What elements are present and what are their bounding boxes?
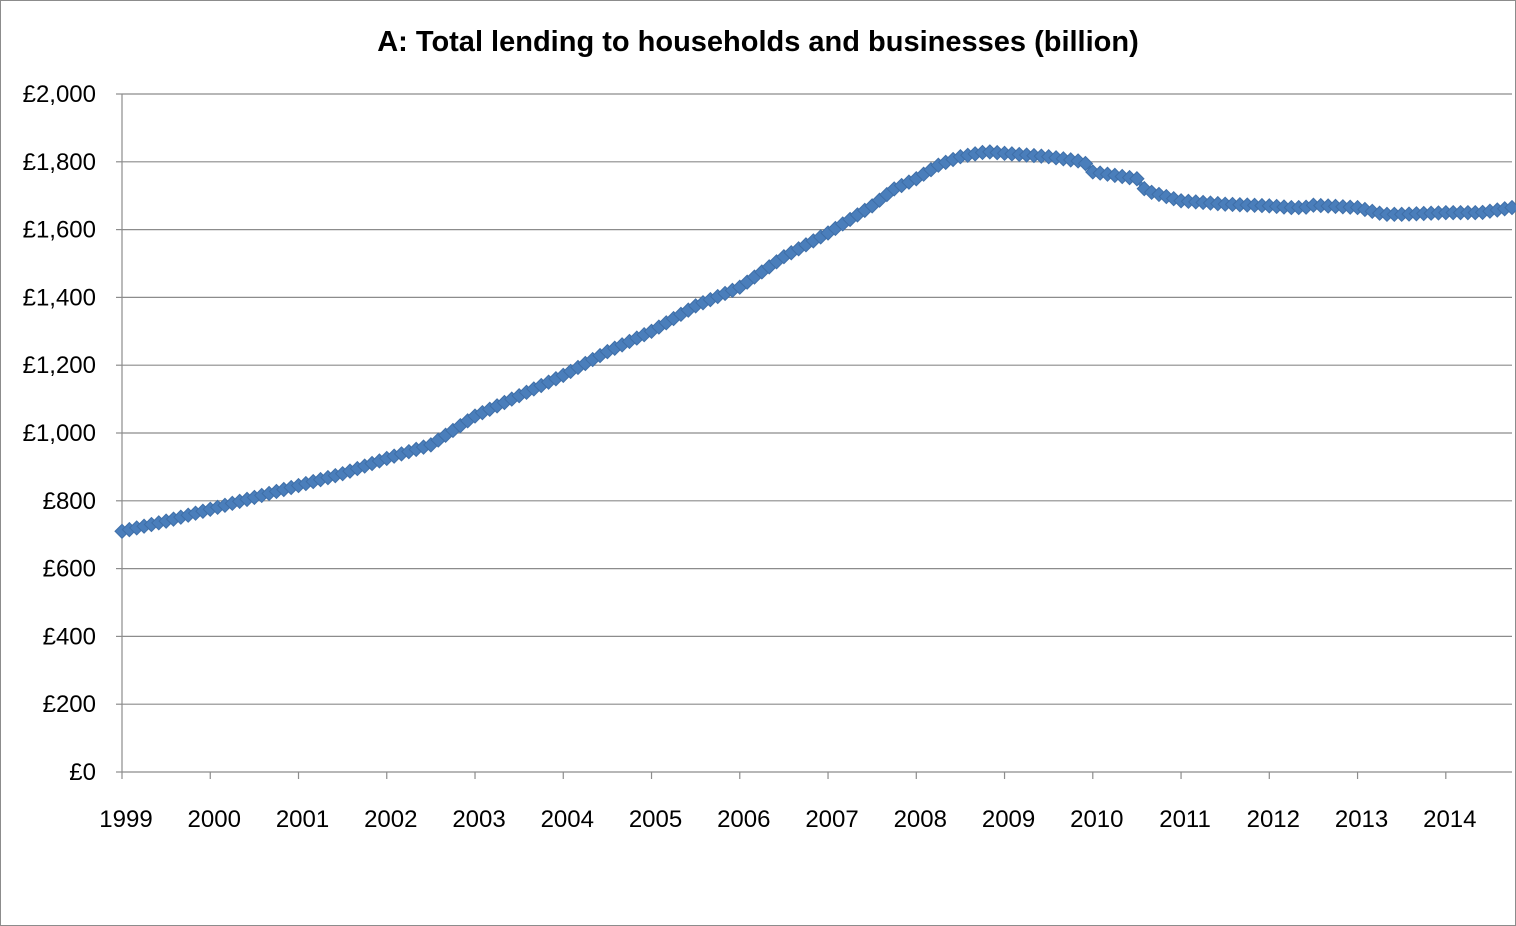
x-tick-label: 2007 — [805, 806, 858, 833]
gridlines — [122, 93, 1512, 705]
x-tick-label: 2011 — [1159, 806, 1211, 833]
x-tick-label: 2012 — [1247, 806, 1300, 833]
x-tick-label: 2010 — [1070, 806, 1123, 833]
y-tick-label: £1,400 — [23, 284, 96, 311]
y-tick-label: £800 — [43, 488, 96, 515]
y-tick-label: £1,200 — [23, 352, 96, 379]
y-tick-label: £1,000 — [23, 420, 96, 447]
x-tick-label: 2003 — [452, 806, 505, 833]
y-tick-label: £2,000 — [23, 81, 96, 108]
x-tick-label: 2008 — [894, 806, 947, 833]
x-axis-ticks: 1999 2000 2001 2002 2003 2004 2005 2006 2007 2008… — [99, 772, 1477, 833]
x-tick-label: 2014 — [1423, 806, 1476, 833]
x-tick-label: 2001 — [276, 806, 329, 833]
y-tick-label: £600 — [43, 556, 96, 583]
data-point-marker — [1504, 199, 1516, 216]
chart-title: A: Total lending to households and busin… — [377, 26, 1139, 58]
data-point-marker — [1077, 155, 1094, 172]
y-tick-label: £1,600 — [23, 217, 96, 244]
x-tick-label: 2005 — [629, 806, 682, 833]
x-tick-label: 2009 — [982, 806, 1035, 833]
y-axis-ticks: £0 £200 £400 £600 £800 £1,000 £1,200 £1,400 £1,6… — [23, 81, 122, 786]
x-tick-label: 2013 — [1335, 806, 1388, 833]
x-tick-label: 2000 — [188, 806, 241, 833]
y-tick-label: £1,800 — [23, 149, 96, 176]
y-tick-label: £400 — [43, 623, 96, 650]
y-tick-label: £0 — [69, 759, 96, 786]
series-total-lending — [114, 144, 1516, 540]
x-tick-label: 2006 — [717, 806, 770, 833]
data-point-marker — [1129, 171, 1145, 187]
x-tick-label: 2004 — [541, 806, 594, 833]
x-tick-label: 2002 — [364, 806, 417, 833]
x-tick-label: 1999 — [99, 806, 152, 833]
y-tick-label: £200 — [43, 691, 96, 718]
data-point-marker — [1136, 180, 1152, 197]
